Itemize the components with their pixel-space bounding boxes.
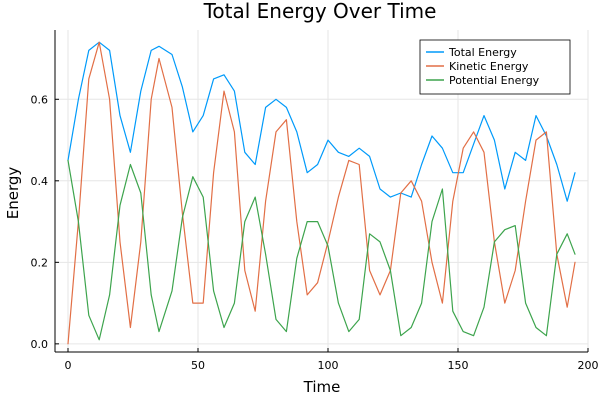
chart-title: Total Energy Over Time [203, 0, 437, 23]
series-lines [67, 41, 576, 345]
y-axis-label: Energy [4, 167, 22, 220]
y-tick-label: 0.4 [31, 175, 49, 188]
x-tick-label: 100 [318, 359, 339, 372]
y-tick-label: 0.6 [31, 93, 49, 106]
y-tick-label: 0.2 [31, 256, 49, 269]
gridlines [55, 30, 589, 352]
y-tick-label: 0.0 [31, 338, 49, 351]
x-axis-label: Time [303, 378, 341, 396]
x-tick-label: 150 [448, 359, 469, 372]
legend-label: Potential Energy [449, 74, 540, 87]
x-tick-label: 200 [578, 359, 599, 372]
axes [54, 30, 589, 353]
series-line-kinetic-energy [67, 41, 576, 345]
x-tick-label: 50 [191, 359, 205, 372]
x-tick-label: 0 [65, 359, 72, 372]
series-line-total-energy [67, 41, 576, 202]
series-line-potential-energy [67, 159, 576, 341]
legend-label: Total Energy [448, 46, 517, 59]
legend-box [419, 39, 571, 95]
legend-label: Kinetic Energy [449, 60, 529, 73]
tick-labels: 0 50 100 150 200 0.0 0.2 0.4 0.6 [31, 93, 599, 372]
